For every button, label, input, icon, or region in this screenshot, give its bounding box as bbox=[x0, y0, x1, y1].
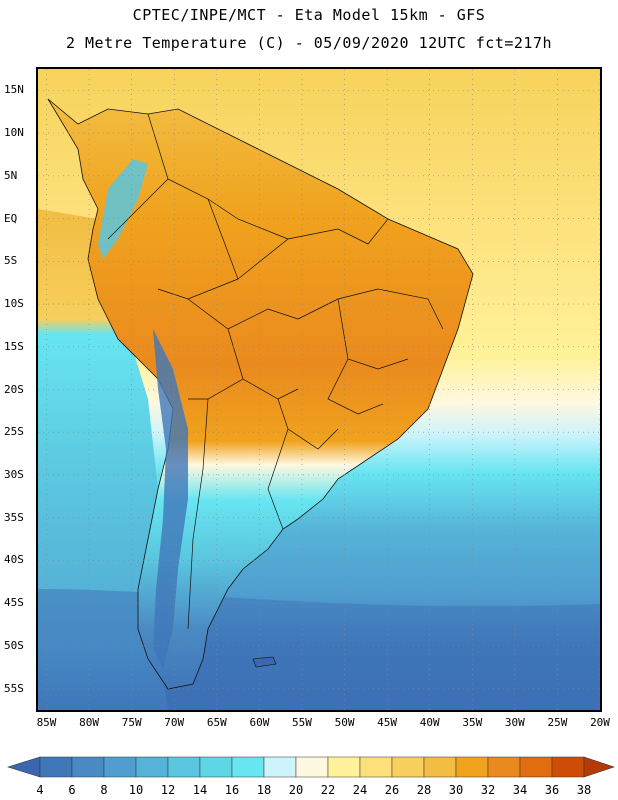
longitude-label: 35W bbox=[462, 716, 483, 729]
colorbar-tick-label: 14 bbox=[192, 783, 208, 797]
colorbar-segment bbox=[103, 756, 137, 778]
andes-north-cold bbox=[98, 159, 148, 259]
colorbar-segment bbox=[519, 756, 553, 778]
latitude-label: EQ bbox=[4, 211, 18, 225]
colorbar-tick-label: 16 bbox=[224, 783, 240, 797]
falkland-islands bbox=[252, 656, 277, 668]
colorbar-tick-label: 30 bbox=[448, 783, 464, 797]
colorbar-segment bbox=[551, 756, 585, 778]
colorbar-segment bbox=[39, 756, 73, 778]
colorbar-tick-label: 6 bbox=[68, 783, 76, 797]
colorbar-segment bbox=[455, 756, 489, 778]
temperature-map-canvas bbox=[38, 69, 600, 710]
pacific-ocean-field bbox=[38, 209, 168, 710]
colorbar-tick-label: 28 bbox=[416, 783, 432, 797]
colorbar-tick-label: 10 bbox=[128, 783, 144, 797]
colorbar-tick-label: 38 bbox=[576, 783, 592, 797]
colorbar-min-arrow bbox=[6, 756, 41, 778]
colorbar-segment bbox=[135, 756, 169, 778]
colorbar-segment bbox=[71, 756, 105, 778]
colorbar-segment bbox=[487, 756, 521, 778]
colorbar-max-arrow bbox=[583, 756, 615, 778]
longitude-label: 25W bbox=[547, 716, 568, 729]
colorbar-tick-label: 12 bbox=[160, 783, 176, 797]
colorbar-segment bbox=[327, 756, 361, 778]
latitude-label: 20S bbox=[4, 382, 24, 396]
latitude-label: 40S bbox=[4, 553, 24, 567]
latitude-label: 25S bbox=[4, 425, 24, 439]
latitude-label: 45S bbox=[4, 596, 24, 610]
longitude-label: 85W bbox=[36, 716, 57, 729]
colorbar-tick-label: 26 bbox=[384, 783, 400, 797]
longitude-label: 60W bbox=[249, 716, 270, 729]
colorbar-tick-label: 32 bbox=[480, 783, 496, 797]
colorbar-tick-label: 18 bbox=[256, 783, 272, 797]
longitude-label: 70W bbox=[164, 716, 185, 729]
colorbar-segment bbox=[423, 756, 457, 778]
longitude-label: 40W bbox=[419, 716, 440, 729]
country-borders bbox=[107, 113, 444, 630]
colorbar-segment bbox=[199, 756, 233, 778]
colorbar-segment bbox=[231, 756, 265, 778]
colorbar-segment bbox=[263, 756, 297, 778]
southern-cold-band bbox=[38, 589, 600, 710]
latitude-label: 15S bbox=[4, 339, 24, 353]
longitude-label: 75W bbox=[121, 716, 142, 729]
longitude-label: 50W bbox=[334, 716, 355, 729]
longitude-label: 45W bbox=[377, 716, 398, 729]
latitude-label: 55S bbox=[4, 681, 24, 695]
temperature-colorbar bbox=[6, 756, 615, 778]
latitude-label: 15N bbox=[4, 83, 24, 97]
longitude-label: 30W bbox=[504, 716, 525, 729]
south-america-landmass bbox=[47, 98, 474, 690]
colorbar-segment bbox=[167, 756, 201, 778]
latitude-label: 5S bbox=[4, 254, 18, 268]
map-title-line-2: 2 Metre Temperature (C) - 05/09/2020 12U… bbox=[65, 34, 553, 52]
colorbar-segment bbox=[391, 756, 425, 778]
colorbar-segment bbox=[295, 756, 329, 778]
temperature-map bbox=[36, 67, 602, 712]
andes-south-cold bbox=[153, 329, 188, 669]
colorbar-segment bbox=[359, 756, 393, 778]
latitude-label: 50S bbox=[4, 638, 24, 652]
longitude-label: 20W bbox=[590, 716, 610, 729]
colorbar-tick-label: 4 bbox=[36, 783, 44, 797]
longitude-label: 65W bbox=[206, 716, 227, 729]
latitude-label: 10S bbox=[4, 297, 24, 311]
latitude-label: 5N bbox=[4, 168, 18, 182]
colorbar-tick-label: 20 bbox=[288, 783, 304, 797]
lat-lon-grid bbox=[38, 69, 600, 710]
latitude-label: 35S bbox=[4, 510, 24, 524]
colorbar-tick-label: 22 bbox=[320, 783, 336, 797]
latitude-label: 10N bbox=[4, 126, 24, 140]
colorbar-tick-label: 34 bbox=[512, 783, 528, 797]
map-title-line-1: CPTEC/INPE/MCT - Eta Model 15km - GFS bbox=[132, 6, 486, 24]
colorbar-tick-label: 24 bbox=[352, 783, 368, 797]
longitude-label: 55W bbox=[292, 716, 312, 729]
colorbar-tick-label: 8 bbox=[100, 783, 108, 797]
latitude-label: 30S bbox=[4, 467, 24, 481]
colorbar-tick-label: 36 bbox=[544, 783, 560, 797]
longitude-label: 80W bbox=[79, 716, 100, 729]
